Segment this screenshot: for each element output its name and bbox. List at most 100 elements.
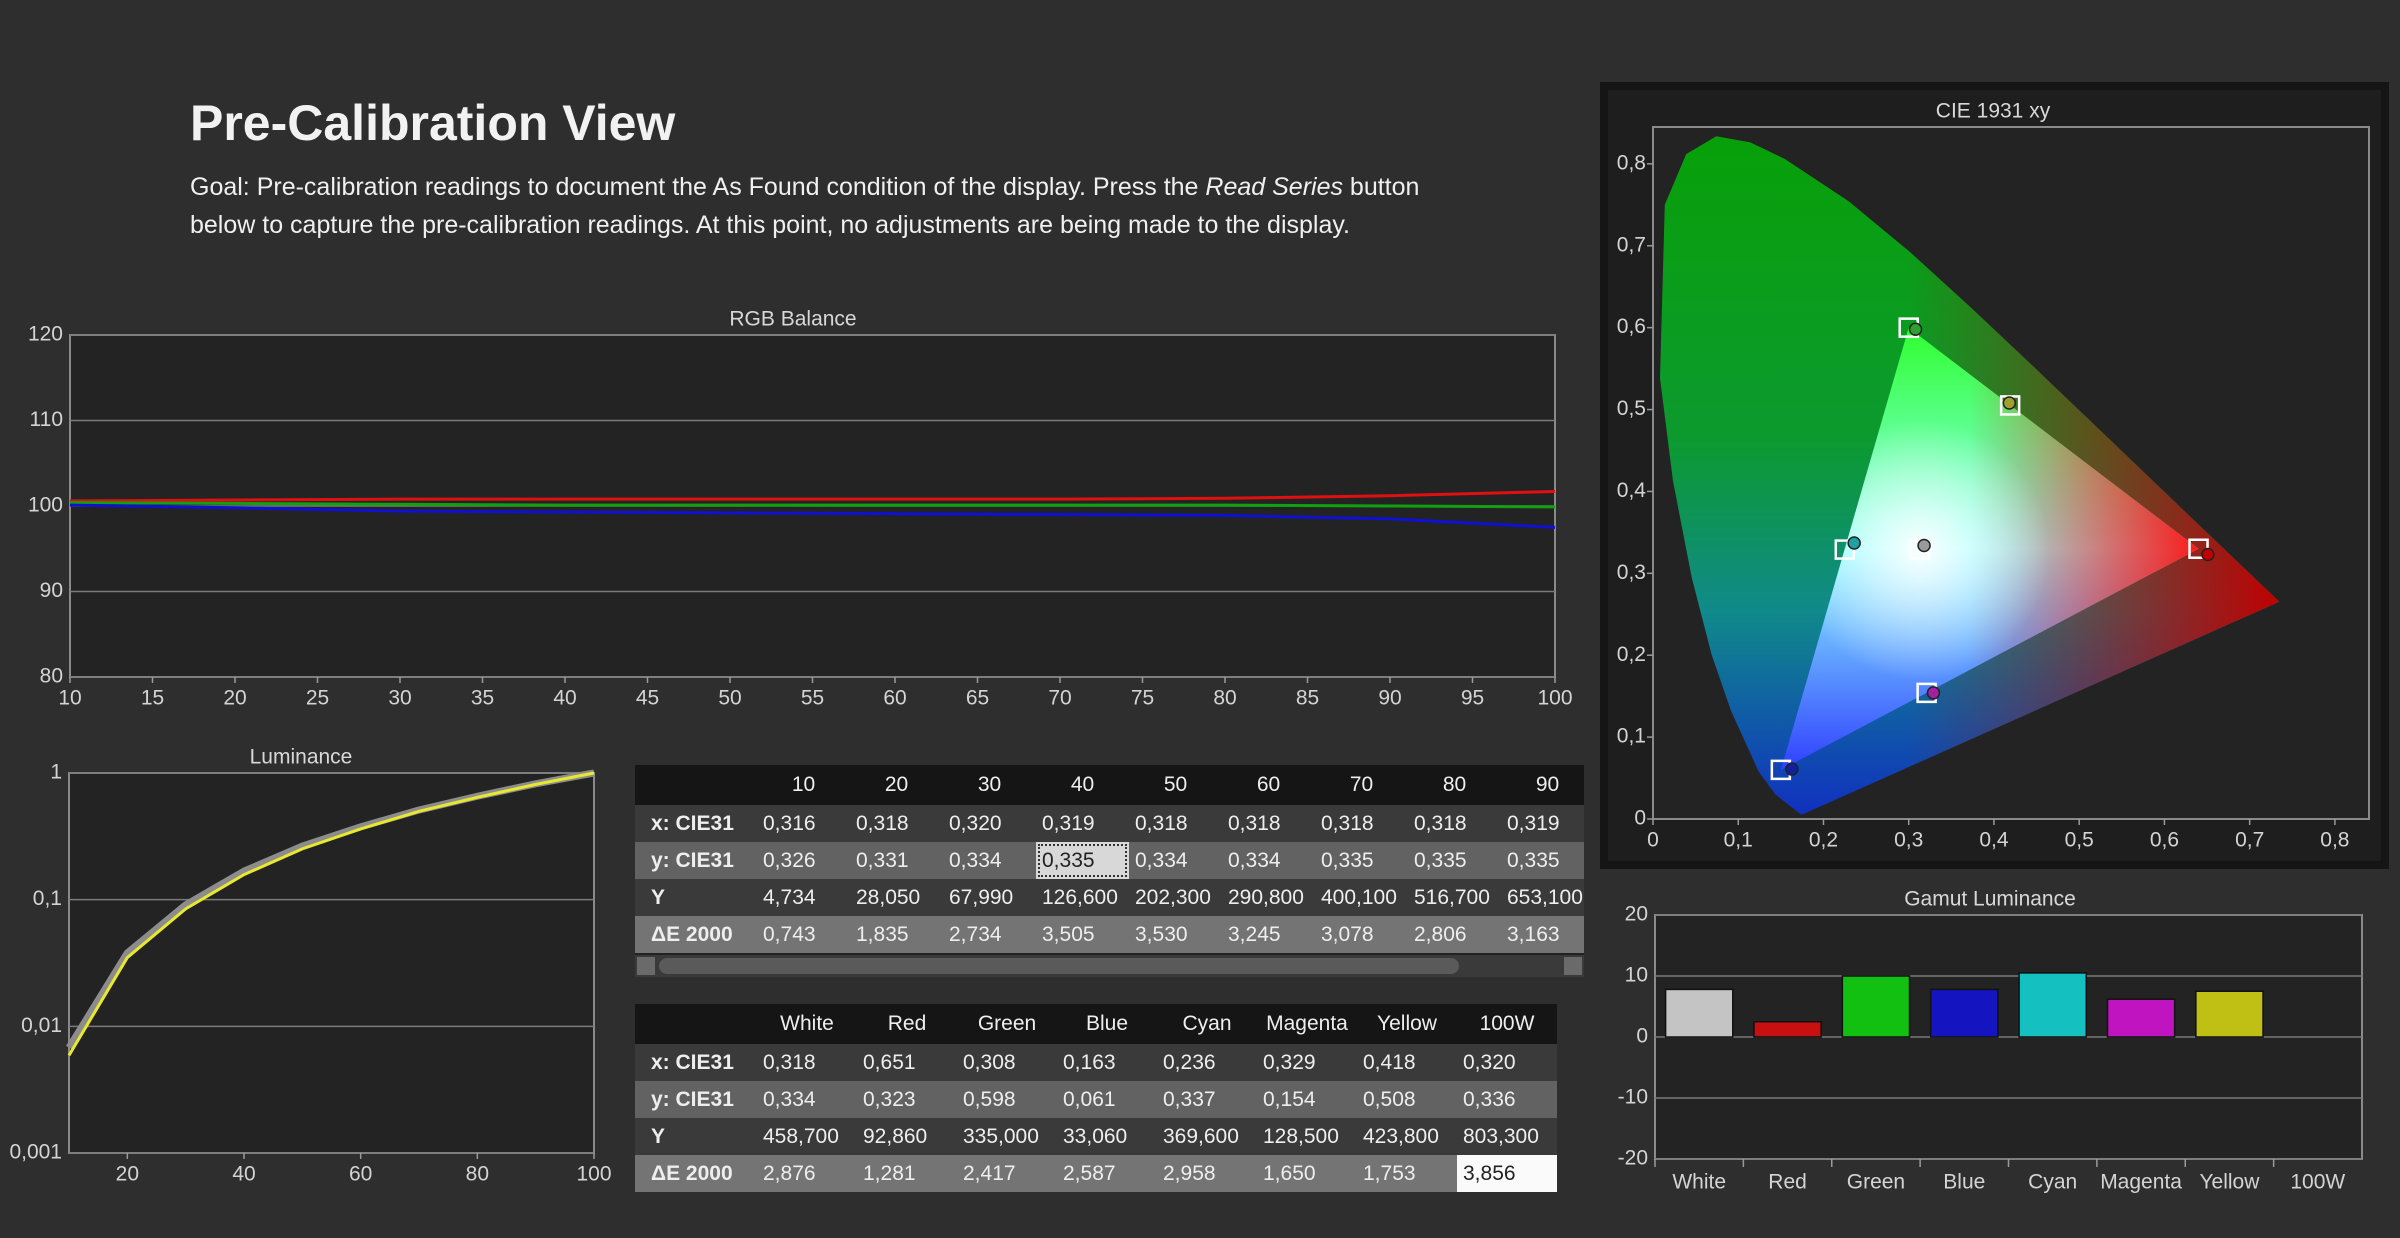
table-cell: 33,060 [1063,1124,1128,1148]
table-cell: 128,500 [1263,1124,1339,1148]
table-cell: 0,319 [1042,811,1095,835]
table-cell: 458,700 [763,1124,839,1148]
table-row: ΔE 2000 2,876 1,281 2,417 2,587 2,958 1,650 1,7… [635,1155,1557,1192]
table-cell: 0,316 [763,811,816,835]
x-tick-label: 60 [883,687,906,710]
scroll-thumb[interactable] [659,958,1459,974]
x-tick-label: 0 [1647,829,1659,852]
header-row: White Red Green Blue Cyan Magenta Yellow 100W [635,1004,1557,1044]
row-label: Y [651,1124,666,1148]
table-cell: 0,337 [1163,1087,1216,1111]
row-label: x: CIE31 [651,1050,734,1074]
x-tick-label: 80 [466,1163,489,1186]
measured-marker [1847,536,1861,550]
bar [2195,990,2264,1038]
series-line [69,501,1556,509]
column-header: 20 [850,765,943,805]
table-cell: 0,334 [763,1087,816,1111]
table-cell: 0,318 [1321,811,1374,835]
table-cell: 0,318 [763,1050,816,1074]
x-tick-label: 0,6 [2150,829,2179,852]
y-tick-label: 0,5 [1617,397,1646,420]
y-tick-label: 1 [50,761,62,784]
chart-title: Gamut Luminance [1904,888,2076,911]
series-table: 10 20 30 40 50 60 70 80 90 x: CIE31 0,316 0,318 0,32… [635,765,1584,977]
x-tick-label: 30 [388,687,411,710]
table-cell: 1,753 [1363,1161,1416,1185]
measured-marker [1926,686,1941,700]
table-row: x: CIE31 0,316 0,318 0,320 0,319 0,318 0,318 0,… [635,805,1584,842]
table-cell: 0,334 [1228,848,1281,872]
y-tick-label: 0 [1634,807,1646,830]
scrollbar[interactable] [635,955,1584,977]
description: Goal: Pre-calibration readings to docume… [190,168,1419,244]
gamut-triangle-white [1780,327,2199,770]
scroll-right[interactable] [1564,957,1582,975]
y-tick-label: 0,1 [33,887,62,910]
x-tick-label: 20 [223,687,246,710]
table-cell: 3,078 [1321,922,1374,946]
table-row: y: CIE31 0,334 0,323 0,598 0,061 0,337 0,154 0,… [635,1081,1557,1118]
x-tick-label: 0,2 [1809,829,1838,852]
table-cell: 0,335 [1036,842,1129,879]
table-cell: 0,508 [1363,1087,1416,1111]
column-header: Green [957,1004,1057,1044]
y-tick-label: 80 [40,665,63,688]
bar [1664,988,1734,1038]
table-cell: 0,318 [1135,811,1188,835]
header-row: 10 20 30 40 50 60 70 80 90 [635,765,1584,805]
bar [1841,975,1911,1038]
y-tick-label: 120 [28,323,63,346]
scroll-left[interactable] [637,957,655,975]
description-text: below to capture the pre-calibration rea… [190,211,1350,239]
y-tick-label: -20 [1618,1147,1648,1170]
x-tick-label: 0,4 [1979,829,2009,852]
y-tick-label: 0,001 [9,1141,62,1164]
x-tick-label: 55 [801,687,824,710]
table-cell: 2,876 [763,1161,816,1185]
corner-cell [635,765,757,805]
description-text: button [1342,173,1420,201]
x-tick-label: 40 [553,687,576,710]
spectral-locus [1660,136,2280,815]
table-cell: 0,319 [1507,811,1560,835]
row-label: x: CIE31 [651,811,734,835]
table-cell: 0,236 [1163,1050,1216,1074]
bar [2106,998,2176,1038]
gamut-table: White Red Green Blue Cyan Magenta Yellow 100W x:… [635,1004,1570,1194]
table-cell: 1,650 [1263,1161,1316,1185]
table-cell: 0,335 [1507,848,1560,872]
bar [1929,988,1999,1038]
table-row: Y 458,700 92,860 335,000 33,060 369,600 128,50… [635,1118,1557,1155]
corner-cell [635,1004,757,1044]
x-tick-label: White [1672,1171,1726,1194]
chart-title: RGB Balance [729,308,856,331]
table-cell: 4,734 [763,885,816,909]
x-tick-label: 80 [1213,687,1236,710]
table-cell: 0,326 [763,848,816,872]
table-cell: 423,800 [1363,1124,1439,1148]
row-label: ΔE 2000 [651,1161,733,1185]
bar [2018,972,2088,1038]
plot-area [68,772,595,1154]
x-tick-label: 20 [116,1163,139,1186]
table-cell: 2,806 [1414,922,1467,946]
y-tick-label: 0 [1636,1025,1648,1048]
y-tick-label: 90 [40,579,63,602]
y-tick-label: 10 [1625,964,1648,987]
measured-marker [1785,762,1799,776]
table-cell: 2,734 [949,922,1002,946]
table-cell: 0,061 [1063,1087,1116,1111]
table-cell: 3,530 [1135,922,1188,946]
table-cell: 0,335 [1414,848,1467,872]
table-cell: 290,800 [1228,885,1304,909]
measured-marker [1917,538,1931,553]
description-emphasis: Read Series [1205,173,1343,201]
y-tick-label: 0,3 [1617,561,1646,584]
table-cell: 92,860 [863,1124,928,1148]
table-cell: 0,318 [856,811,909,835]
x-tick-label: 0,3 [1894,829,1923,852]
table-cell: 0,320 [1463,1050,1516,1074]
x-tick-label: 60 [349,1163,372,1186]
